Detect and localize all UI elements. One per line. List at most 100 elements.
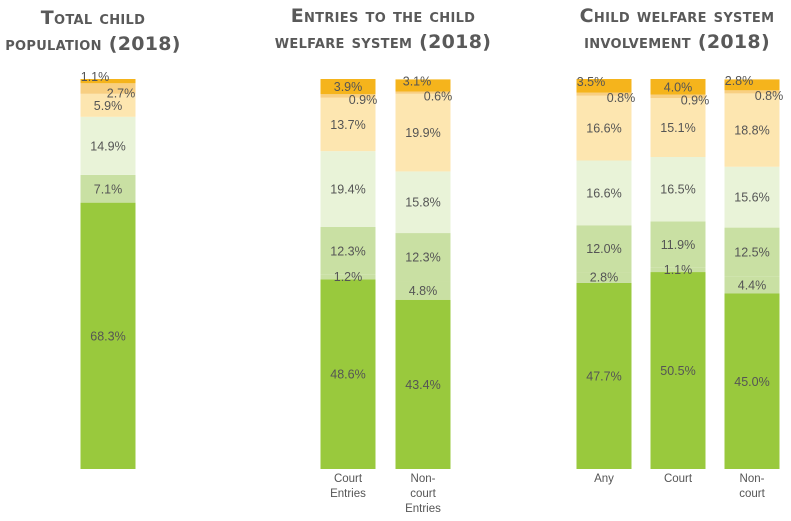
bar-segment: [650, 157, 706, 222]
bar-segment: [80, 79, 136, 84]
data-label: 0.8%: [755, 89, 784, 103]
data-label: 15.6%: [734, 191, 769, 205]
data-label: 0.8%: [607, 91, 636, 105]
data-label: 47.7%: [586, 369, 621, 383]
data-label: 68.3%: [90, 329, 125, 343]
chart-panel-total-population: Total child population (2018): [5, 7, 181, 55]
chart-title-involvement-line-1: Child welfare system: [580, 5, 775, 27]
data-label: 7.1%: [94, 182, 123, 196]
bar-segment: [576, 225, 632, 273]
category-label: court: [410, 488, 436, 500]
data-label: 1.1%: [664, 263, 693, 277]
bar-segment: [576, 272, 632, 283]
data-label: 50.5%: [660, 364, 695, 378]
bar-segment: [724, 93, 780, 167]
data-label: 3.9%: [334, 80, 363, 94]
bar-segment: [724, 79, 780, 91]
bar-segment: [395, 93, 451, 172]
data-label: 1.2%: [334, 270, 363, 284]
data-label: 2.7%: [107, 87, 136, 101]
data-label: 13.7%: [330, 118, 365, 132]
data-label: 5.9%: [94, 99, 123, 113]
bar-segment: [576, 160, 632, 226]
data-label: 19.4%: [330, 182, 365, 196]
chart-title-total-population-line-1: Total child: [41, 7, 145, 29]
bar-segment: [650, 272, 706, 469]
bar-segment: [650, 267, 706, 273]
data-label: 3.1%: [403, 74, 432, 88]
chart-title-entries-line-1: Entries to the child: [291, 5, 476, 27]
bar-segment: [80, 202, 136, 469]
data-label: 0.9%: [349, 93, 378, 107]
bar-segment: [320, 97, 376, 152]
data-label: 15.8%: [405, 196, 440, 210]
data-label: 18.8%: [734, 124, 769, 138]
category-label: Non-: [411, 473, 436, 485]
chart-panel-involvement: Child welfare system involvement (2018): [580, 5, 775, 53]
data-label: 0.9%: [681, 93, 710, 107]
chart-title-total-population-line-2: population (2018): [5, 33, 181, 55]
data-label: 43.4%: [405, 378, 440, 392]
bar-segment: [320, 79, 376, 95]
data-label: 48.6%: [330, 368, 365, 382]
bar-segment: [650, 98, 706, 157]
data-label: 12.0%: [586, 242, 621, 256]
category-label: Court: [664, 473, 693, 485]
bar-segment: [576, 92, 632, 96]
category-label: Entries: [330, 488, 366, 500]
category-label: court: [739, 488, 765, 500]
data-label: 0.6%: [424, 90, 453, 104]
bars-layer: 68.3% 7.1% 14.9% 5.9%2.7% 1.1% 48.6% 1.2% 12.3%…: [80, 70, 784, 515]
data-label: 45.0%: [734, 375, 769, 389]
chart-title-entries-line-2: welfare system (2018): [275, 31, 491, 53]
bar-segment: [650, 94, 706, 99]
bar-segment: [80, 116, 136, 175]
bar-segment: [724, 276, 780, 294]
data-label: 2.8%: [590, 271, 619, 285]
category-label: Non-: [740, 473, 765, 485]
bar-segment: [650, 79, 706, 95]
category-label: Any: [594, 473, 614, 485]
bar-segment: [320, 226, 376, 275]
bar-segment: [320, 279, 376, 469]
bar-segment: [724, 227, 780, 277]
bar-segment: [724, 293, 780, 469]
bar-segment: [395, 79, 451, 92]
category-label: Entries: [405, 503, 441, 515]
data-label: 11.9%: [661, 238, 696, 252]
category-label: Court: [334, 473, 363, 485]
bar-segment: [80, 174, 136, 203]
data-label: 4.4%: [738, 278, 767, 292]
data-label: 16.6%: [586, 122, 621, 136]
data-label: 12.3%: [405, 251, 440, 265]
bar-segment: [650, 221, 706, 268]
data-label: 12.5%: [734, 245, 769, 259]
data-label: 2.8%: [725, 74, 754, 88]
bar-segment: [395, 299, 451, 469]
bar-segment: [395, 233, 451, 282]
data-label: 15.1%: [660, 121, 695, 135]
data-label: 19.9%: [405, 126, 440, 140]
bar-segment: [80, 93, 136, 117]
data-label: 16.5%: [660, 183, 695, 197]
bar-segment: [395, 281, 451, 300]
data-label: 4.8%: [409, 284, 438, 298]
data-label: 12.3%: [330, 244, 365, 258]
bar-segment: [320, 94, 376, 98]
bar-segment: [320, 151, 376, 227]
bar-segment: [80, 83, 136, 94]
data-label: 16.6%: [586, 186, 621, 200]
bar-segment: [576, 95, 632, 161]
bar-segment: [576, 282, 632, 469]
data-label: 3.5%: [577, 75, 606, 89]
bar-segment: [724, 166, 780, 228]
chart-title-involvement-line-2: involvement (2018): [584, 31, 770, 53]
data-label: 1.1%: [81, 70, 110, 84]
chart-panel-entries: Entries to the child welfare system (201…: [275, 5, 491, 53]
bar-segment: [724, 90, 780, 94]
bar-segment: [395, 91, 451, 94]
bar-segment: [576, 79, 632, 93]
bar-segment: [320, 274, 376, 280]
data-label: 4.0%: [664, 80, 693, 94]
